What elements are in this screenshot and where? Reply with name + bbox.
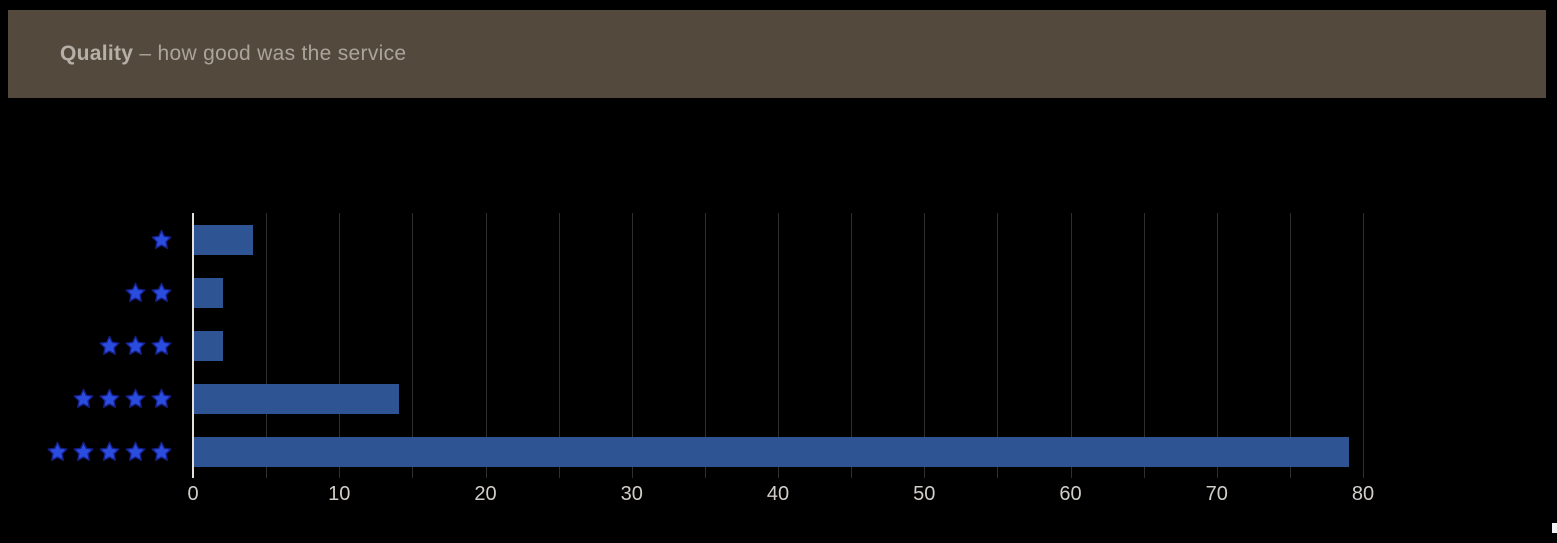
x-tick-label: 0	[187, 483, 199, 505]
gridline	[558, 213, 560, 478]
gridline	[631, 213, 633, 478]
star-icon	[73, 441, 94, 461]
x-tick-label: 20	[474, 483, 497, 505]
rating-label-3-stars	[99, 335, 172, 356]
x-tick-label: 80	[1351, 483, 1375, 505]
bar-2-stars	[194, 277, 224, 308]
gridline	[485, 213, 487, 478]
question-subtitle: – how good was the service	[133, 42, 407, 65]
star-icon	[47, 441, 68, 461]
star-icon	[151, 441, 172, 461]
star-icon	[151, 335, 172, 355]
bar-3-stars	[194, 330, 224, 361]
star-icon	[151, 388, 172, 408]
star-icon	[73, 388, 94, 408]
rating-label-2-stars	[125, 282, 172, 303]
rating-label-4-stars	[73, 388, 172, 409]
x-tick-label: 60	[1059, 483, 1082, 505]
x-tick-label: 30	[620, 483, 643, 505]
gridline	[704, 213, 706, 478]
bar-1-star	[194, 224, 253, 255]
star-icon	[151, 282, 172, 302]
gridline	[1216, 213, 1218, 478]
gridline	[412, 213, 414, 478]
star-icon	[125, 335, 146, 355]
x-tick-label: 70	[1205, 483, 1228, 505]
scrollbar-artifact	[1552, 523, 1557, 533]
gridline	[924, 213, 926, 478]
bar-5-stars	[194, 436, 1350, 467]
x-tick-label: 50	[913, 483, 936, 505]
x-axis-zero-line	[192, 213, 194, 478]
x-tick-label: 10	[328, 483, 351, 505]
star-icon	[125, 388, 146, 408]
rating-label-5-stars	[47, 441, 172, 462]
gridline	[997, 213, 999, 478]
gridline	[1143, 213, 1145, 478]
star-icon	[99, 441, 120, 461]
star-icon	[125, 441, 146, 461]
gridline	[778, 213, 779, 478]
rating-label-1-star	[151, 229, 172, 250]
gridline	[1289, 213, 1291, 478]
star-icon	[151, 229, 172, 249]
star-icon	[99, 388, 120, 408]
gridline	[1363, 213, 1364, 478]
x-tick-label: 40	[766, 483, 790, 505]
bar-4-stars	[194, 383, 399, 414]
gridline	[851, 213, 853, 478]
gridline	[266, 213, 268, 478]
question-title: Quality	[60, 42, 134, 65]
star-icon	[99, 335, 120, 355]
gridline	[339, 213, 341, 478]
star-icon	[125, 282, 146, 302]
question-header: Quality – how good was the service	[8, 10, 1546, 98]
gridline	[1070, 213, 1072, 478]
